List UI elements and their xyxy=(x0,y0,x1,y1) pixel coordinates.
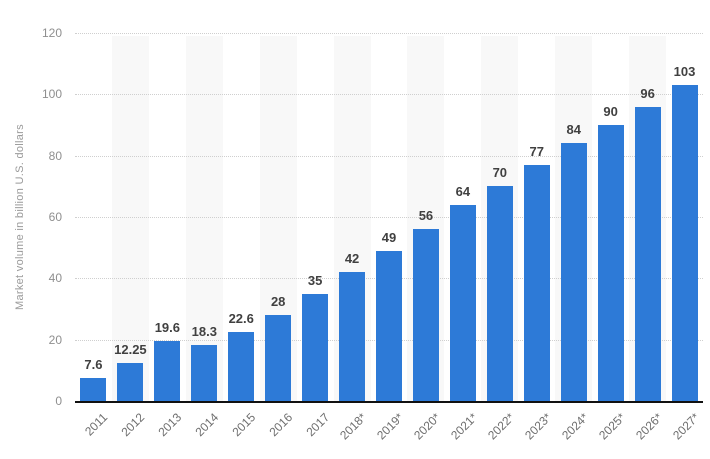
bar-value-label: 42 xyxy=(344,251,360,267)
bar-value-label: 35 xyxy=(307,272,323,288)
bar[interactable] xyxy=(80,377,107,401)
bar[interactable] xyxy=(339,272,366,401)
bar[interactable] xyxy=(376,250,402,401)
bar[interactable] xyxy=(671,85,698,401)
bar[interactable] xyxy=(117,363,144,401)
gridline xyxy=(75,33,703,34)
y-axis-tick-label: 80 xyxy=(48,148,62,163)
bar-value-label: 19.6 xyxy=(154,319,180,335)
bar-value-label: 84 xyxy=(566,122,581,138)
bar-value-label: 96 xyxy=(640,85,655,101)
y-axis-tick-label: 120 xyxy=(41,26,62,40)
gridline xyxy=(75,94,703,96)
bar[interactable] xyxy=(486,186,513,401)
bar[interactable] xyxy=(191,344,218,401)
y-axis-tick-label: 0 xyxy=(55,394,62,408)
y-axis-tick-label: 40 xyxy=(48,271,62,286)
y-axis-tick-label: 60 xyxy=(48,210,62,224)
bar[interactable] xyxy=(523,164,550,401)
gridline xyxy=(75,217,703,218)
bar-value-label: 7.6 xyxy=(84,356,103,372)
bar-value-label: 12.25 xyxy=(114,342,147,358)
bar[interactable] xyxy=(634,106,661,401)
bar[interactable] xyxy=(412,229,439,401)
bar-value-label: 22.6 xyxy=(228,310,254,326)
bar-value-label: 77 xyxy=(529,143,544,159)
bar-value-label: 64 xyxy=(455,183,471,199)
bar-value-label: 90 xyxy=(603,104,618,119)
bar[interactable] xyxy=(228,331,255,401)
bar[interactable] xyxy=(265,315,292,401)
bar[interactable] xyxy=(597,125,624,401)
x-axis-line xyxy=(75,401,703,403)
bar-value-label: 70 xyxy=(492,165,508,181)
bar[interactable] xyxy=(154,340,181,401)
bar-value-label: 56 xyxy=(418,208,434,224)
bar[interactable] xyxy=(302,293,329,401)
bar-value-label: 103 xyxy=(673,64,696,80)
bar-value-label: 18.3 xyxy=(191,323,217,339)
y-axis-tick-label: 100 xyxy=(41,87,62,102)
bar[interactable] xyxy=(449,204,476,401)
gridline xyxy=(75,155,703,157)
y-axis-tick-label: 20 xyxy=(48,332,62,347)
bar-value-label: 49 xyxy=(381,229,397,245)
bar[interactable] xyxy=(560,143,587,401)
bar-value-label: 28 xyxy=(270,294,286,310)
